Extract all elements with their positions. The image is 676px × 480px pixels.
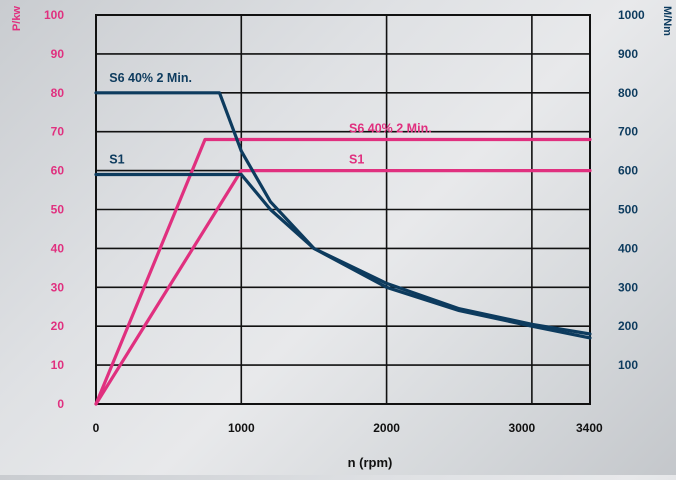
annotation-layer: S6 40% 2 Min. S1 S6 40% 2 Min. S1	[109, 71, 431, 167]
series-annotation: S1	[109, 153, 124, 167]
plot-frame	[95, 14, 591, 405]
y-left-tick-label: 0	[57, 397, 64, 411]
y-left-tick-label: 70	[51, 125, 65, 139]
x-axis-label: n (rpm)	[348, 455, 393, 470]
x-tick-label: 3000	[509, 421, 536, 435]
y-axis-left-label: P/kw	[11, 6, 23, 32]
y-left-tick-label: 20	[51, 319, 65, 333]
series-line-power-1	[94, 169, 592, 406]
series-annotation: S6 40% 2 Min.	[109, 71, 192, 85]
x-tick-label: 0	[93, 421, 100, 435]
y-left-tick-label: 90	[51, 47, 65, 61]
y-axis-right-label: M/Nm	[661, 6, 673, 36]
y-right-tick-label: 800	[618, 86, 638, 100]
x-tick-label: 2000	[373, 421, 400, 435]
y-right-tick-label: 500	[618, 203, 638, 217]
y-left-tick-label: 80	[51, 86, 65, 100]
y-left-tick-label: 50	[51, 203, 65, 217]
series-layer	[94, 91, 592, 406]
y-left-tick-label: 100	[44, 8, 64, 22]
y-right-tick-label: 600	[618, 164, 638, 178]
y-right-tick-label: 400	[618, 241, 638, 255]
y-left-tick-label: 40	[51, 241, 65, 255]
series-line-torque-2	[94, 91, 592, 336]
series-line-torque-3	[94, 172, 592, 340]
y-right-tick-label: 700	[618, 125, 638, 139]
x-tick-label: 3400	[576, 421, 603, 435]
y-right-tick-label: 1000	[618, 8, 645, 22]
series-annotation: S6 40% 2 Min.	[349, 122, 432, 136]
y-left-tick-label: 10	[51, 358, 65, 372]
y-right-tick-label: 900	[618, 47, 638, 61]
y-left-tick-label: 60	[51, 164, 65, 178]
y-left-tick-label: 30	[51, 280, 65, 294]
y-right-tick-label: 300	[618, 280, 638, 294]
tick-layer: 0 10 20 30 40 50 60 70 80 90 100 100 200 300 400 500 600…	[44, 8, 645, 435]
y-right-tick-label: 100	[618, 358, 638, 372]
series-annotation: S1	[349, 153, 364, 167]
series-line-power-0	[94, 137, 592, 406]
y-right-tick-label: 200	[618, 319, 638, 333]
x-tick-label: 1000	[228, 421, 255, 435]
